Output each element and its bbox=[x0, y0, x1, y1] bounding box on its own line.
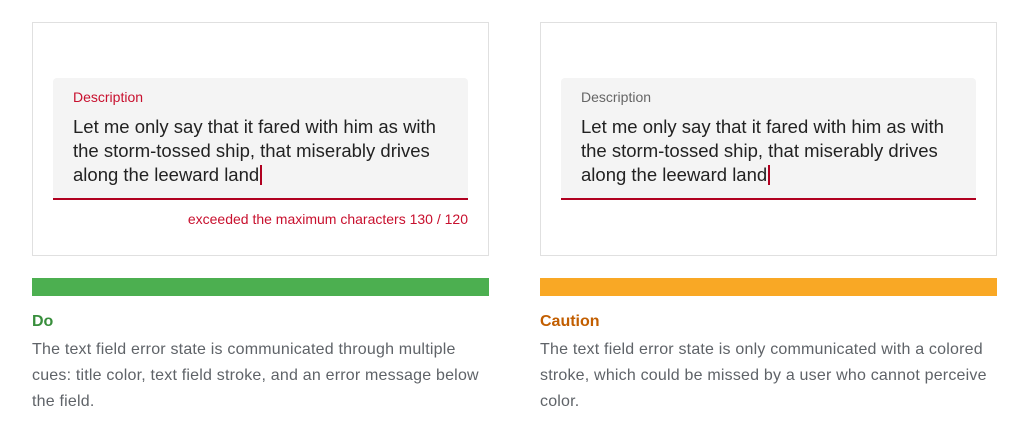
do-description: The text field error state is communicat… bbox=[32, 341, 479, 410]
text-cursor bbox=[260, 165, 262, 185]
caution-example-card: Description Let me only say that it fare… bbox=[540, 22, 997, 256]
field-value[interactable]: Let me only say that it fared with him a… bbox=[73, 116, 436, 185]
do-example-card: Description Let me only say that it fare… bbox=[32, 22, 489, 256]
do-example: Description Let me only say that it fare… bbox=[32, 22, 489, 415]
do-indicator-bar bbox=[32, 278, 489, 296]
error-message: exceeded the maximum characters 130 / 12… bbox=[187, 211, 468, 227]
description-text-field-error[interactable]: Description Let me only say that it fare… bbox=[53, 78, 468, 200]
caution-description: The text field error state is only commu… bbox=[540, 341, 987, 410]
field-label: Description bbox=[73, 89, 144, 105]
caution-heading: Caution bbox=[540, 313, 600, 330]
text-cursor bbox=[768, 165, 770, 185]
field-value[interactable]: Let me only say that it fared with him a… bbox=[581, 116, 944, 185]
caution-indicator-bar bbox=[540, 278, 997, 296]
caution-example: Description Let me only say that it fare… bbox=[540, 22, 997, 415]
field-label: Description bbox=[581, 89, 652, 105]
description-text-field[interactable]: Description Let me only say that it fare… bbox=[561, 78, 976, 200]
do-heading: Do bbox=[32, 313, 54, 330]
